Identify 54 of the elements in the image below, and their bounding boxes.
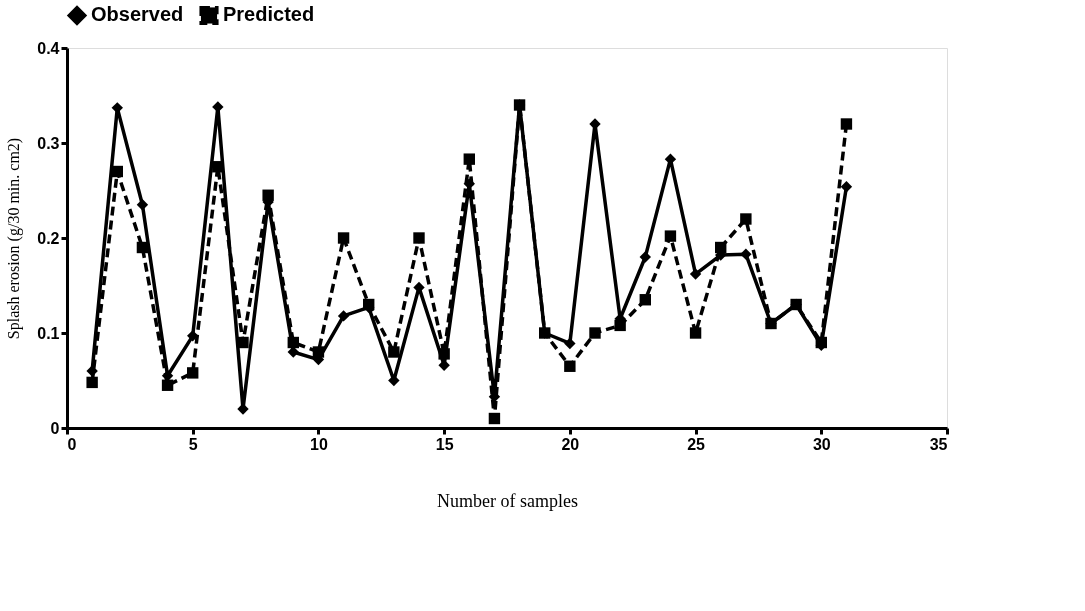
point: [689, 268, 702, 280]
legend-label: Predicted: [223, 3, 315, 26]
x-tick-label: 25: [687, 435, 706, 453]
x-tick-label: 15: [435, 435, 454, 453]
y-tick-label: 0: [50, 419, 60, 437]
point: [463, 153, 475, 165]
x-tick-label: 30: [812, 435, 831, 453]
x-axis-title: Number of samples: [437, 490, 578, 511]
point: [740, 213, 752, 225]
point: [161, 379, 174, 391]
x-tick-label: 20: [561, 435, 580, 453]
point: [136, 241, 149, 254]
point: [765, 317, 777, 330]
point: [639, 251, 651, 263]
point: [312, 346, 325, 358]
point: [237, 336, 249, 349]
y-tick-label: 0.4: [37, 39, 60, 57]
point: [513, 99, 526, 111]
y-tick-label: 0.2: [37, 229, 60, 247]
y-tick-label: 0.1: [37, 324, 60, 342]
point: [840, 181, 853, 193]
point: [564, 360, 576, 372]
point: [689, 327, 702, 339]
x-tick-label: 5: [188, 435, 198, 453]
y-tick-label: 0.3: [37, 134, 60, 152]
point: [86, 376, 98, 389]
point: [740, 248, 752, 260]
point: [664, 230, 677, 242]
point: [840, 118, 853, 130]
x-tick-label: 10: [310, 435, 328, 453]
point: [262, 189, 274, 201]
point: [111, 165, 123, 178]
point: [337, 232, 350, 244]
x-tick-label: 0: [67, 435, 77, 453]
legend-label: Observed: [91, 3, 184, 26]
x-tick-label: 35: [929, 435, 948, 453]
point: [187, 367, 199, 379]
point: [488, 412, 501, 425]
point: [413, 232, 425, 244]
point: [614, 319, 626, 332]
point: [715, 241, 727, 254]
point: [287, 336, 299, 349]
point: [136, 199, 149, 211]
point: [337, 310, 350, 322]
point: [539, 327, 551, 339]
point: [589, 327, 601, 339]
point: [438, 348, 450, 360]
point: [388, 346, 400, 358]
point: [790, 298, 802, 311]
point: [564, 337, 576, 350]
point: [86, 365, 98, 377]
point: [639, 294, 651, 306]
point: [187, 330, 199, 342]
y-axis-title: Splash erosion (g/30 min. cm2): [5, 137, 24, 340]
